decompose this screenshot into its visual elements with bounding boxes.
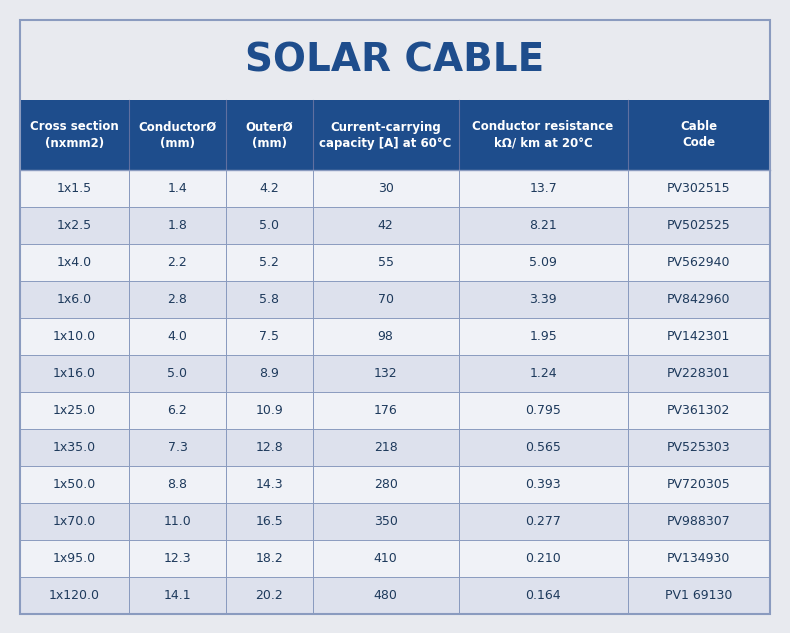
Text: 132: 132 (374, 367, 397, 380)
Text: 280: 280 (374, 478, 397, 491)
Text: 5.0: 5.0 (167, 367, 187, 380)
Text: 1x1.5: 1x1.5 (57, 182, 92, 195)
Text: 1.95: 1.95 (529, 330, 557, 343)
Text: 12.3: 12.3 (164, 552, 191, 565)
Text: 1x35.0: 1x35.0 (53, 441, 96, 454)
Bar (20, 318, 770, 355)
Text: 4.2: 4.2 (259, 182, 279, 195)
Text: 12.8: 12.8 (255, 441, 284, 454)
Bar (20, 207, 770, 244)
Bar (20, 392, 770, 429)
Text: Current-carrying
capacity [A] at 60°C: Current-carrying capacity [A] at 60°C (319, 120, 452, 149)
Text: 13.7: 13.7 (529, 182, 557, 195)
Text: 6.2: 6.2 (167, 404, 187, 417)
Text: 480: 480 (374, 589, 397, 602)
Text: 1x25.0: 1x25.0 (53, 404, 96, 417)
Text: PV1 69130: PV1 69130 (665, 589, 732, 602)
Text: 16.5: 16.5 (255, 515, 284, 528)
Text: PV361302: PV361302 (667, 404, 731, 417)
Text: 4.0: 4.0 (167, 330, 187, 343)
Text: 10.9: 10.9 (255, 404, 284, 417)
Text: 2.2: 2.2 (167, 256, 187, 269)
Text: 5.8: 5.8 (259, 293, 280, 306)
Text: ConductorØ
(mm): ConductorØ (mm) (138, 120, 216, 149)
Text: PV134930: PV134930 (667, 552, 731, 565)
Bar (20, 355, 770, 392)
Text: 410: 410 (374, 552, 397, 565)
Text: 1x50.0: 1x50.0 (53, 478, 96, 491)
Text: Conductor resistance
kΩ/ km at 20°C: Conductor resistance kΩ/ km at 20°C (472, 120, 614, 149)
Bar (20, 577, 770, 614)
Text: 350: 350 (374, 515, 397, 528)
Text: OuterØ
(mm): OuterØ (mm) (246, 120, 293, 149)
Text: 0.393: 0.393 (525, 478, 561, 491)
Text: 1x70.0: 1x70.0 (53, 515, 96, 528)
Text: 14.1: 14.1 (164, 589, 191, 602)
Text: 1x95.0: 1x95.0 (53, 552, 96, 565)
Text: 2.8: 2.8 (167, 293, 187, 306)
Bar (20, 170, 770, 207)
Text: 30: 30 (378, 182, 393, 195)
Text: 42: 42 (378, 219, 393, 232)
Text: 98: 98 (378, 330, 393, 343)
Text: 0.210: 0.210 (525, 552, 561, 565)
Bar (20, 244, 770, 281)
Bar (20, 503, 770, 540)
Text: PV720305: PV720305 (667, 478, 731, 491)
Text: 11.0: 11.0 (164, 515, 191, 528)
Bar (20, 281, 770, 318)
Text: 1x10.0: 1x10.0 (53, 330, 96, 343)
Text: 70: 70 (378, 293, 393, 306)
Text: 18.2: 18.2 (255, 552, 284, 565)
Text: PV142301: PV142301 (667, 330, 731, 343)
Text: PV525303: PV525303 (667, 441, 731, 454)
Text: 7.3: 7.3 (167, 441, 187, 454)
Text: 1.24: 1.24 (529, 367, 557, 380)
Text: 1x120.0: 1x120.0 (49, 589, 100, 602)
Text: 20.2: 20.2 (255, 589, 284, 602)
Text: 7.5: 7.5 (259, 330, 280, 343)
Text: Cable
Code: Cable Code (680, 120, 717, 149)
Text: Cross section
(nxmm2): Cross section (nxmm2) (30, 120, 118, 149)
Text: 8.21: 8.21 (529, 219, 557, 232)
Bar (20, 540, 770, 577)
Text: 0.795: 0.795 (525, 404, 561, 417)
Text: PV502525: PV502525 (667, 219, 731, 232)
Bar (20, 429, 770, 466)
Text: 1.4: 1.4 (167, 182, 187, 195)
Text: 0.164: 0.164 (525, 589, 561, 602)
Text: 218: 218 (374, 441, 397, 454)
Text: 1.8: 1.8 (167, 219, 187, 232)
Text: PV302515: PV302515 (667, 182, 731, 195)
Text: 14.3: 14.3 (255, 478, 283, 491)
Text: 8.9: 8.9 (259, 367, 280, 380)
Text: PV228301: PV228301 (667, 367, 731, 380)
Text: PV988307: PV988307 (667, 515, 731, 528)
Bar (20, 466, 770, 503)
Text: PV562940: PV562940 (667, 256, 731, 269)
Text: 1x4.0: 1x4.0 (57, 256, 92, 269)
Text: 55: 55 (378, 256, 393, 269)
Text: SOLAR CABLE: SOLAR CABLE (246, 41, 544, 79)
Text: 8.8: 8.8 (167, 478, 187, 491)
Text: 5.0: 5.0 (259, 219, 280, 232)
Text: 5.2: 5.2 (259, 256, 280, 269)
Text: 1x16.0: 1x16.0 (53, 367, 96, 380)
Text: 1x6.0: 1x6.0 (57, 293, 92, 306)
Text: 3.39: 3.39 (529, 293, 557, 306)
Bar (20, 100, 770, 170)
Text: PV842960: PV842960 (667, 293, 731, 306)
Text: 176: 176 (374, 404, 397, 417)
Text: 5.09: 5.09 (529, 256, 557, 269)
Text: 0.277: 0.277 (525, 515, 561, 528)
Text: 1x2.5: 1x2.5 (57, 219, 92, 232)
Text: 0.565: 0.565 (525, 441, 561, 454)
